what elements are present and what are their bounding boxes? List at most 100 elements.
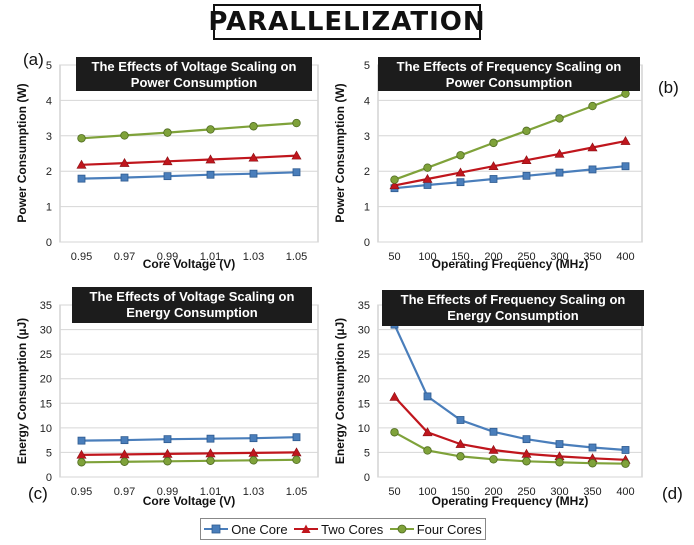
frequency-power-point-two-cores [422,173,433,183]
frequency-power-point-one-core [555,168,564,177]
frequency-power-series-line-2 [394,92,626,181]
frequency-power-y-tick-label: 1 [364,202,370,214]
voltage-energy-x-tick-label: 0.97 [114,486,135,498]
frequency-energy-y-axis-label: Energy Consumption (µJ) [333,318,347,464]
voltage-energy-x-tick-label: 1.03 [243,486,264,498]
frequency-energy-point-four-cores [456,452,465,461]
voltage-energy-y-tick-label: 35 [40,300,52,312]
voltage-energy-x-tick-label: 1.05 [286,486,307,498]
frequency-power-point-four-cores [456,151,465,160]
frequency-energy-point-four-cores [390,428,399,437]
frequency-power-series-line-1 [394,140,626,187]
frequency-power-point-two-cores [389,180,400,190]
voltage-power-x-tick-label: 0.97 [114,251,135,263]
voltage-energy-point-one-core [120,436,129,445]
voltage-energy-x-axis-label: Core Voltage (V) [143,494,235,508]
frequency-power-y-tick-label: 0 [364,237,370,249]
voltage-power-series-line-0 [81,171,297,180]
voltage-power-series-line-1 [81,154,297,166]
frequency-energy-point-one-core [522,435,531,444]
frequency-energy-series-line-1 [393,396,626,461]
frequency-energy-point-four-cores [555,458,564,467]
panel-label-c: (c) [28,484,48,503]
voltage-power-y-tick-label: 4 [46,95,52,107]
voltage-energy-point-four-cores [163,457,172,466]
voltage-energy-plot-area [59,304,319,478]
legend-swatch-square-icon [204,524,229,534]
frequency-power-x-tick-label: 400 [616,251,634,263]
voltage-power-x-tick-label: 1.05 [286,251,307,263]
panel-label-b: (b) [658,78,679,97]
frequency-power-series-line-0 [394,165,626,190]
frequency-power-y-tick-label: 3 [364,131,370,143]
voltage-energy-series-line-2 [81,458,297,464]
voltage-power-y-tick-label: 0 [46,237,52,249]
voltage-power-point-two-cores [248,152,259,162]
frequency-power-point-four-cores [555,114,564,123]
voltage-energy-y-tick-label: 0 [46,472,52,484]
frequency-power-point-one-core [522,171,531,180]
voltage-energy-y-tick-label: 25 [40,349,52,361]
voltage-power-point-one-core [163,172,172,181]
voltage-power-point-two-cores [76,159,87,169]
voltage-power-point-two-cores [291,150,302,160]
voltage-power-title-line: The Effects of Voltage Scaling on [92,59,297,74]
voltage-energy-series-line-1 [81,451,297,456]
frequency-power-point-two-cores [521,155,532,165]
voltage-energy-point-one-core [206,434,215,443]
voltage-power-x-tick-label: 1.01 [200,251,221,263]
voltage-power-point-one-core [249,169,258,178]
voltage-energy-point-one-core [249,434,258,443]
voltage-power-plot-area [59,64,319,243]
frequency-power-title-box [378,57,640,91]
legend: One Core Two Cores Four Cores [200,518,486,540]
frequency-energy-y-tick-label: 10 [358,423,370,435]
voltage-power-point-two-cores [205,154,216,164]
frequency-power-point-four-cores [489,138,498,148]
voltage-energy-y-tick-label: 10 [40,423,52,435]
frequency-energy-x-axis-label: Operating Frequency (MHz) [432,494,589,508]
frequency-energy-point-one-core [489,427,498,436]
panel-label-a: (a) [23,50,44,69]
voltage-energy-title-line: The Effects of Voltage Scaling on [90,289,295,304]
voltage-energy-point-one-core [292,433,301,442]
legend-item-one-core: One Core [204,522,288,537]
frequency-power-point-one-core [621,162,630,171]
frequency-power-x-axis-label: Operating Frequency (MHz) [432,257,589,271]
frequency-power-x-tick-label: 50 [388,251,400,263]
frequency-power-x-tick-label: 150 [451,251,469,263]
frequency-power-point-two-cores [587,142,598,152]
frequency-energy-point-two-cores [455,438,466,448]
frequency-energy-series-line-2 [393,431,626,465]
frequency-power-y-tick-label: 4 [364,95,370,107]
frequency-energy-point-four-cores [522,457,531,466]
frequency-power-x-tick-label: 100 [418,251,436,263]
frequency-power-point-two-cores [554,148,565,158]
voltage-energy-y-tick-label: 5 [46,447,52,459]
voltage-power-point-four-cores [77,134,86,143]
frequency-energy-point-four-cores [588,459,597,468]
frequency-energy-y-tick-label: 30 [358,325,370,337]
voltage-power-y-tick-label: 1 [46,202,52,214]
voltage-energy-x-tick-label: 1.01 [200,486,221,498]
frequency-energy-y-tick-label: 35 [358,300,370,312]
voltage-power-point-four-cores [292,118,301,128]
voltage-power-title-box [76,57,312,91]
frequency-power-y-tick-label: 2 [364,166,370,178]
voltage-power-series-line-2 [81,122,297,140]
voltage-power-point-four-cores [206,125,215,134]
frequency-power-point-four-cores [588,101,597,111]
voltage-energy-point-four-cores [120,457,129,466]
frequency-energy-title-line: Energy Consumption [447,308,579,323]
voltage-energy-point-four-cores [206,456,215,465]
voltage-power-y-tick-label: 2 [46,166,52,178]
main-title: PARALLELIZATION [208,4,485,40]
frequency-energy-x-tick-label: 50 [388,486,400,498]
frequency-power-x-tick-label: 250 [517,251,535,263]
voltage-power-point-two-cores [119,157,130,167]
frequency-power-x-tick-label: 300 [550,251,568,263]
voltage-energy-point-four-cores [249,456,258,465]
voltage-power-point-two-cores [162,156,173,166]
voltage-power-x-tick-label: 1.03 [243,251,264,263]
